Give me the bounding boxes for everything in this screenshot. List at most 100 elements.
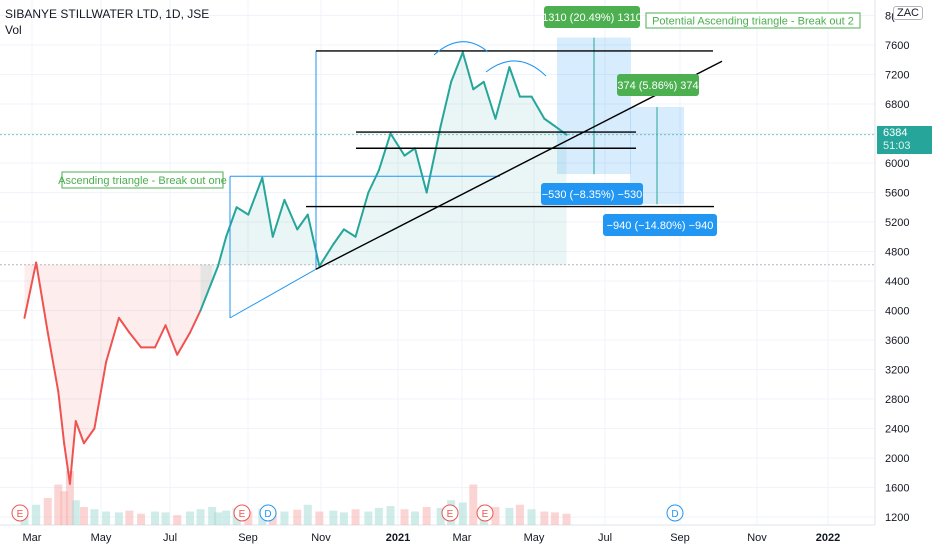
triangle-one-lower-edge	[229, 268, 317, 319]
head-arc-right	[485, 60, 547, 77]
event-letter: E	[482, 509, 489, 520]
volume-bar	[173, 515, 182, 525]
price-segment	[23, 261, 38, 319]
y-tick-label: 6000	[885, 158, 909, 170]
event-letter: D	[264, 509, 271, 520]
label-breakout-one-box	[61, 171, 224, 189]
volume-indicator-label[interactable]: Vol	[5, 23, 22, 37]
x-tick-label: Sep	[238, 532, 258, 544]
volume-bar	[505, 507, 514, 525]
measure-label-up-small[interactable]: 374 (5.86%) 374	[617, 74, 699, 96]
volume-bar	[515, 504, 524, 525]
earnings-marker[interactable]: E	[11, 504, 29, 522]
currency-badge[interactable]: ZAC	[893, 6, 923, 20]
price-segment	[74, 420, 85, 445]
price-segment	[414, 147, 428, 194]
drawings	[229, 41, 723, 319]
volume-bar	[186, 511, 195, 525]
earnings-marker[interactable]: E	[441, 504, 459, 522]
symbol-title: SIBANYE STILLWATER LTD, 1D, JSE	[5, 7, 210, 21]
volume-bar	[196, 509, 205, 525]
price-segment	[342, 228, 357, 238]
volume-bar	[71, 500, 80, 525]
x-tick-label: Sep	[670, 532, 690, 544]
head-arc-left	[433, 41, 489, 56]
dividend-marker[interactable]: D	[259, 504, 277, 522]
annotation-labels[interactable]: Ascending triangle - Break out one Potent…	[58, 6, 861, 236]
bar-countdown: 51:03	[883, 140, 911, 152]
x-tick-label: Jul	[163, 532, 177, 544]
volume-bar	[125, 510, 134, 525]
volume-bar	[422, 507, 431, 525]
price-segment	[35, 261, 49, 334]
x-tick-label: Mar	[453, 532, 472, 544]
event-letter: E	[447, 509, 454, 520]
price-segment	[389, 132, 406, 157]
price-segment	[117, 316, 131, 334]
y-tick-label: 3600	[885, 335, 909, 347]
y-tick-label: 8(	[885, 11, 895, 23]
volume-bar	[32, 504, 41, 525]
volume-bar	[161, 512, 170, 525]
earnings-marker[interactable]: E	[233, 504, 251, 522]
volume-bar	[151, 511, 160, 525]
label-breakout-one[interactable]: Ascending triangle - Break out one	[58, 171, 227, 189]
volume-bar	[469, 484, 478, 525]
measure-label-up-big[interactable]: 1310 (20.49%) 1310	[542, 6, 642, 28]
price-segment	[57, 390, 66, 445]
y-tick-label: 3200	[885, 365, 909, 377]
price-segment	[211, 265, 219, 282]
area-fill	[0, 52, 875, 484]
x-tick-label: Nov	[747, 532, 767, 544]
x-tick-label: Jul	[598, 532, 612, 544]
price-segment	[128, 331, 143, 349]
volume-bar	[222, 510, 231, 525]
measure-label-down-small[interactable]: −530 (−8.35%) −530	[541, 183, 643, 205]
volume-bar	[400, 509, 409, 525]
event-circle	[259, 504, 277, 522]
area-fill-down	[24, 262, 213, 484]
label-breakout-two-text: Potential Ascending triangle - Break out…	[652, 16, 854, 28]
price-segment	[225, 206, 238, 238]
y-tick-label: 4800	[885, 247, 909, 259]
price-segment	[306, 213, 321, 268]
measure-label-down-small-box	[541, 183, 643, 205]
volume-bar	[351, 509, 360, 525]
price-segment	[235, 206, 250, 216]
earnings-marker[interactable]: E	[476, 504, 494, 522]
volume-bar	[436, 507, 445, 525]
price-segment	[247, 176, 264, 216]
price-segment	[461, 51, 475, 91]
price-segment	[472, 80, 485, 91]
price-segment	[154, 324, 167, 349]
volume-bar	[65, 471, 74, 525]
volume-bar	[491, 507, 500, 525]
volume-bar	[339, 512, 348, 525]
price-segment	[318, 243, 335, 268]
area-fill-up	[200, 52, 567, 311]
price-segment	[82, 427, 96, 445]
price-line	[23, 51, 568, 485]
price-segment	[494, 66, 511, 120]
event-letter: E	[17, 509, 24, 520]
event-circle	[11, 504, 29, 522]
dividend-marker[interactable]: D	[666, 504, 684, 522]
volume-bar	[60, 491, 69, 525]
price-segment	[332, 228, 345, 246]
last-price: 6384	[883, 127, 908, 139]
volume-bar	[43, 498, 52, 525]
label-breakout-two[interactable]: Potential Ascending triangle - Break out…	[645, 12, 861, 29]
price-segment	[199, 280, 214, 312]
x-axis: Mar May Jul Sep Nov 2021 Mar May Jul Sep Nov 2022	[23, 532, 841, 544]
volume-bar	[208, 507, 217, 525]
x-tick-label: Mar	[23, 532, 42, 544]
price-segment	[105, 316, 120, 364]
label-breakout-two-box	[645, 12, 861, 29]
y-tick-label: 4400	[885, 276, 909, 288]
volume-bar	[386, 506, 395, 525]
measure-label-down-small-text: −530 (−8.35%) −530	[542, 189, 643, 201]
measure-label-down-big[interactable]: −940 (−14.80%) −940	[603, 214, 717, 236]
price-segment	[46, 331, 60, 393]
